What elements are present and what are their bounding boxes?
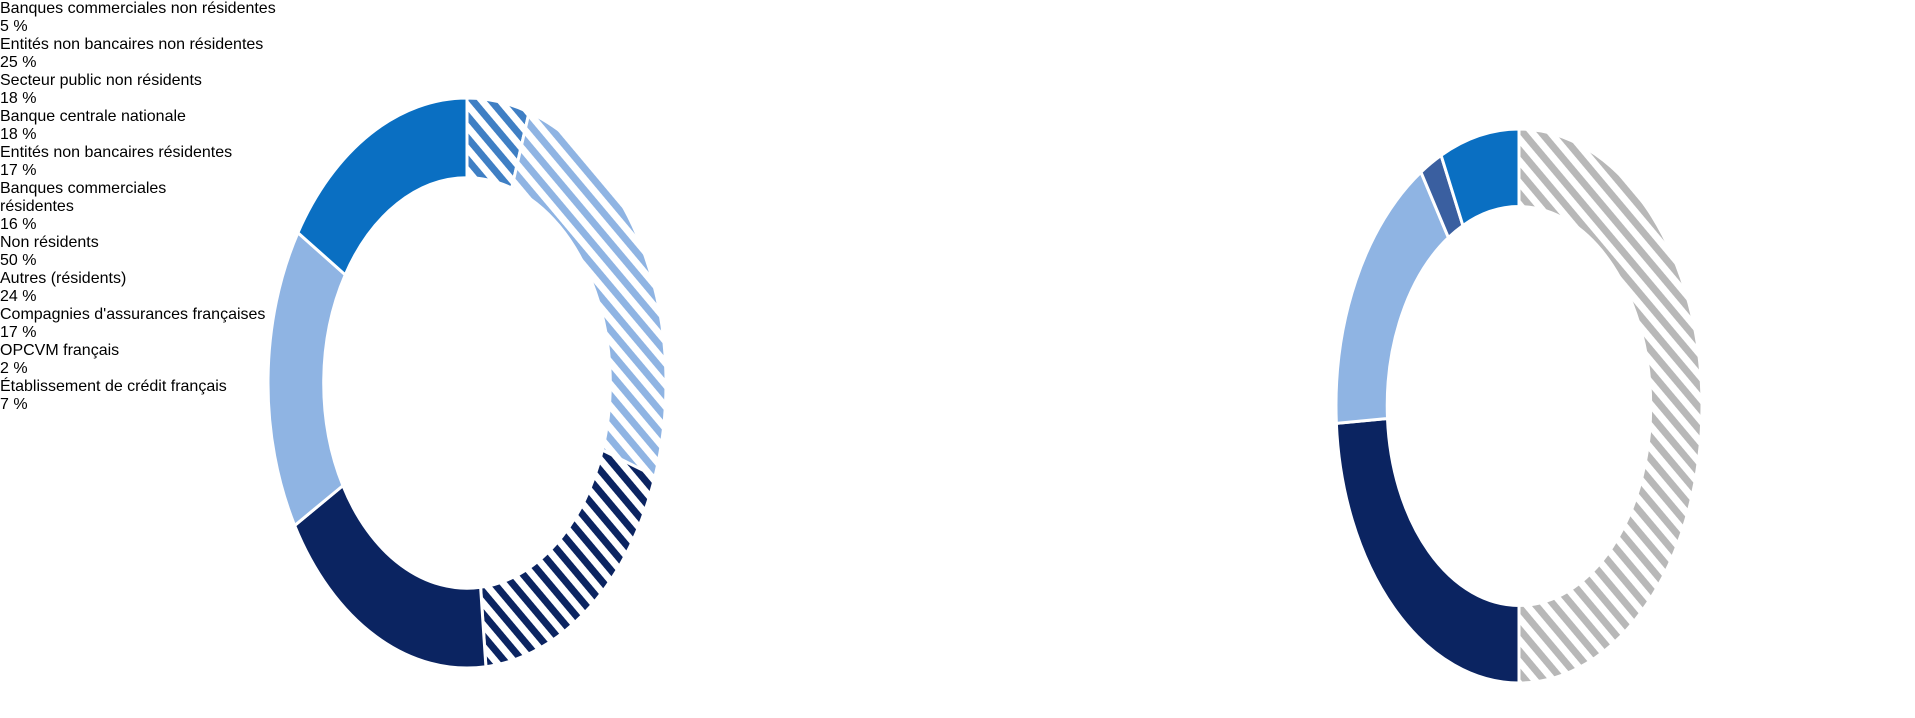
percent-label: 18 %	[0, 126, 37, 143]
slice-label: Autres (résidents) 24 %	[0, 270, 300, 306]
slice-label: OPCVM français 2 %	[0, 342, 260, 378]
percent-label: 50 %	[0, 252, 37, 269]
category-name: Compagnies d'assurances françaises	[0, 306, 266, 323]
category-name: Autres (résidents)	[0, 270, 127, 287]
donut-segment	[1439, 127, 1521, 228]
percent-label: 5 %	[0, 18, 28, 35]
category-name: Banques commerciales résidentes	[0, 180, 167, 215]
category-name: Établissement de crédit français	[0, 378, 227, 395]
donut-segment	[1517, 127, 1704, 685]
slice-label: Entités non bancaires résidentes 17 %	[0, 144, 260, 180]
donut-segment	[479, 447, 657, 669]
donut-segment	[292, 483, 488, 670]
slice-label: Non résidents 50 %	[0, 234, 260, 270]
percent-label: 17 %	[0, 324, 37, 341]
category-name: Secteur public non résidents	[0, 72, 202, 89]
percent-label: 17 %	[0, 162, 37, 179]
donut-segment	[296, 96, 469, 278]
donut-segment	[266, 230, 348, 528]
percent-label: 16 %	[0, 216, 37, 233]
category-name: Banque centrale nationale	[0, 108, 186, 125]
category-name: Entités non bancaires non résidentes	[0, 36, 264, 53]
slice-label: Entités non bancaires non résidentes 25 %	[0, 36, 330, 72]
slice-label: Banques commerciales résidentes 16 %	[0, 180, 240, 234]
donut-segment	[509, 110, 668, 479]
donut-segment	[1334, 169, 1451, 426]
donut-segment	[1334, 416, 1521, 685]
slice-label: Banques commerciales non résidentes 5 %	[0, 0, 500, 36]
category-name: Banques commerciales non résidentes	[0, 0, 276, 17]
category-name: OPCVM français	[0, 342, 120, 359]
category-name: Non résidents	[0, 234, 99, 251]
percent-label: 7 %	[0, 396, 28, 413]
percent-label: 18 %	[0, 90, 37, 107]
slice-label: Établissement de crédit français 7 %	[0, 378, 500, 414]
slice-label: Banque centrale nationale 18 %	[0, 108, 400, 144]
slice-label: Secteur public non résidents 18 %	[0, 72, 400, 108]
percent-label: 24 %	[0, 288, 37, 305]
category-name: Entités non bancaires résidentes	[0, 144, 233, 161]
slice-label: Compagnies d'assurances françaises 17 %	[0, 306, 330, 342]
percent-label: 2 %	[0, 360, 28, 377]
percent-label: 25 %	[0, 54, 37, 71]
